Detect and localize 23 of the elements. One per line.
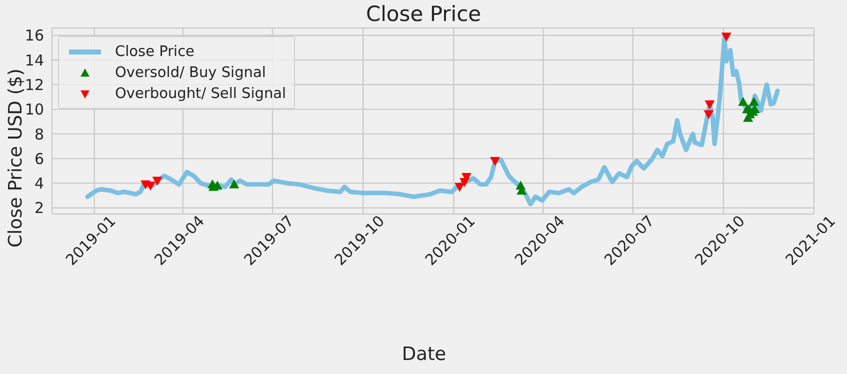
point (490, 157, 500, 166)
legend-label: Oversold/ Buy Signal (115, 64, 266, 80)
point (152, 176, 162, 186)
y-tick-label: 2 (34, 199, 44, 218)
y-tick-label: 16 (24, 26, 44, 45)
y-axis-title: Close Price USD ($) (6, 68, 26, 248)
legend-label: Overbought/ Sell Signal (115, 86, 286, 102)
chart-title: Close Price (364, 2, 482, 26)
point (704, 100, 715, 110)
y-tick-label: 14 (24, 51, 44, 70)
point (454, 182, 465, 192)
y-tick-label: 8 (34, 125, 44, 144)
point (229, 179, 240, 188)
point (721, 32, 732, 42)
y-tick-label: 4 (34, 174, 44, 193)
y-tick-label: 12 (24, 76, 44, 94)
y-tick-label: 6 (34, 150, 44, 168)
x-axis-title: Date (400, 344, 448, 365)
point (738, 96, 748, 106)
point (748, 96, 759, 106)
y-tick-label: 10 (24, 100, 44, 119)
legend-label: Close Price (115, 44, 194, 60)
point (704, 110, 714, 120)
